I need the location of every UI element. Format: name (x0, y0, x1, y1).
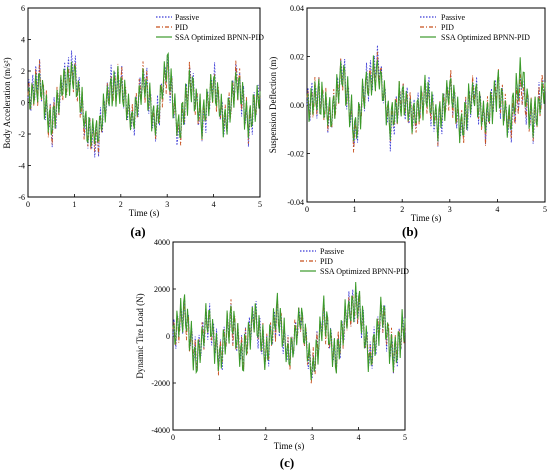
legend-label-pid: PID (320, 257, 333, 266)
series-line-passive (172, 289, 406, 379)
x-tick-label: 0 (305, 205, 309, 214)
y-tick-label: -2 (18, 130, 25, 139)
x-tick-label: 5 (543, 205, 547, 214)
legend-label-passive: Passive (175, 13, 199, 22)
legend: Passive PID SSA Optimized BPNN-PID (156, 13, 264, 42)
panel-caption: (a) (130, 224, 145, 239)
panel-c: 0 1 2 3 4 5 -4000 -2000 0 2000 4000 Passive PID SS… (135, 238, 409, 470)
y-tick-label: 2000 (154, 285, 170, 294)
legend-label-pid: PID (441, 23, 454, 32)
y-tick-label: -4 (18, 162, 25, 171)
y-tick-label: 6 (21, 4, 25, 13)
x-tick-label: 4 (357, 433, 361, 442)
x-tick-label: 5 (258, 200, 262, 209)
y-tick-label: 4000 (154, 238, 170, 247)
x-tick-label: 3 (448, 205, 452, 214)
x-tick-label: 4 (212, 200, 216, 209)
legend-label-passive: Passive (320, 247, 344, 256)
panel-caption: (b) (402, 224, 418, 239)
x-tick-label: 1 (72, 200, 76, 209)
x-tick-label: 0 (171, 433, 175, 442)
y-tick-label: -2000 (151, 379, 170, 388)
x-axis-label: Time (s) (411, 213, 441, 223)
y-axis-label: Body Acceleration (m/s²) (2, 57, 12, 148)
ticks: 0 1 2 3 4 5 -0.04 -0.02 0.00 0.02 0.04 (287, 4, 547, 214)
y-tick-label: 0 (166, 332, 170, 341)
y-tick-label: 0.00 (290, 101, 304, 110)
legend-label-ssa: SSA Optimized BPNN-PID (441, 33, 530, 42)
series-line-ssa-optimized-bpnn-pid (27, 51, 261, 147)
series-line-pid (172, 286, 406, 385)
x-tick-label: 3 (310, 433, 314, 442)
x-tick-label: 3 (165, 200, 169, 209)
y-tick-label: 4 (21, 36, 25, 45)
x-tick-label: 2 (119, 200, 123, 209)
ticks: 0 1 2 3 4 5 -4000 -2000 0 2000 4000 (151, 238, 407, 442)
legend-label-pid: PID (175, 23, 188, 32)
y-tick-label: -4000 (151, 426, 170, 435)
y-axis-label: Suspension Deflection (m) (268, 57, 278, 153)
y-tick-label: -6 (18, 193, 25, 202)
legend: Passive PID SSA Optimized BPNN-PID (420, 13, 530, 42)
legend-label-ssa: SSA Optimized BPNN-PID (320, 267, 409, 276)
y-axis-label: Dynamic Tire Load (N) (135, 293, 145, 378)
series-line-passive (27, 50, 261, 158)
x-tick-label: 4 (495, 205, 499, 214)
x-tick-label: 0 (26, 200, 30, 209)
series-group (306, 45, 546, 153)
panel-a: 0 1 2 3 4 5 -6 -4 -2 0 2 4 6 Passive PID SSA Optimiz… (2, 4, 264, 239)
panel-caption: (c) (280, 455, 294, 470)
y-tick-label: -0.02 (287, 150, 304, 159)
legend: Passive PID SSA Optimized BPNN-PID (300, 247, 409, 276)
series-group (172, 281, 406, 385)
legend-label-ssa: SSA Optimized BPNN-PID (175, 33, 264, 42)
x-tick-label: 1 (353, 205, 357, 214)
y-tick-label: -0.04 (287, 198, 304, 207)
panel-b: 0 1 2 3 4 5 -0.04 -0.02 0.00 0.02 0.04 Passive PID… (268, 4, 547, 239)
x-axis-label: Time (s) (129, 208, 159, 218)
x-tick-label: 5 (403, 433, 407, 442)
series-line-passive (306, 45, 546, 152)
x-tick-label: 2 (264, 433, 268, 442)
series-line-ssa-optimized-bpnn-pid (172, 281, 406, 381)
y-tick-label: 0.04 (290, 4, 304, 13)
y-tick-label: 2 (21, 67, 25, 76)
series-group (27, 50, 261, 158)
y-tick-label: 0 (21, 99, 25, 108)
legend-label-passive: Passive (441, 13, 465, 22)
series-line-ssa-optimized-bpnn-pid (306, 55, 546, 144)
x-tick-label: 2 (400, 205, 404, 214)
y-tick-label: 0.02 (290, 53, 304, 62)
x-axis-label: Time (s) (274, 441, 304, 451)
x-tick-label: 1 (217, 433, 221, 442)
